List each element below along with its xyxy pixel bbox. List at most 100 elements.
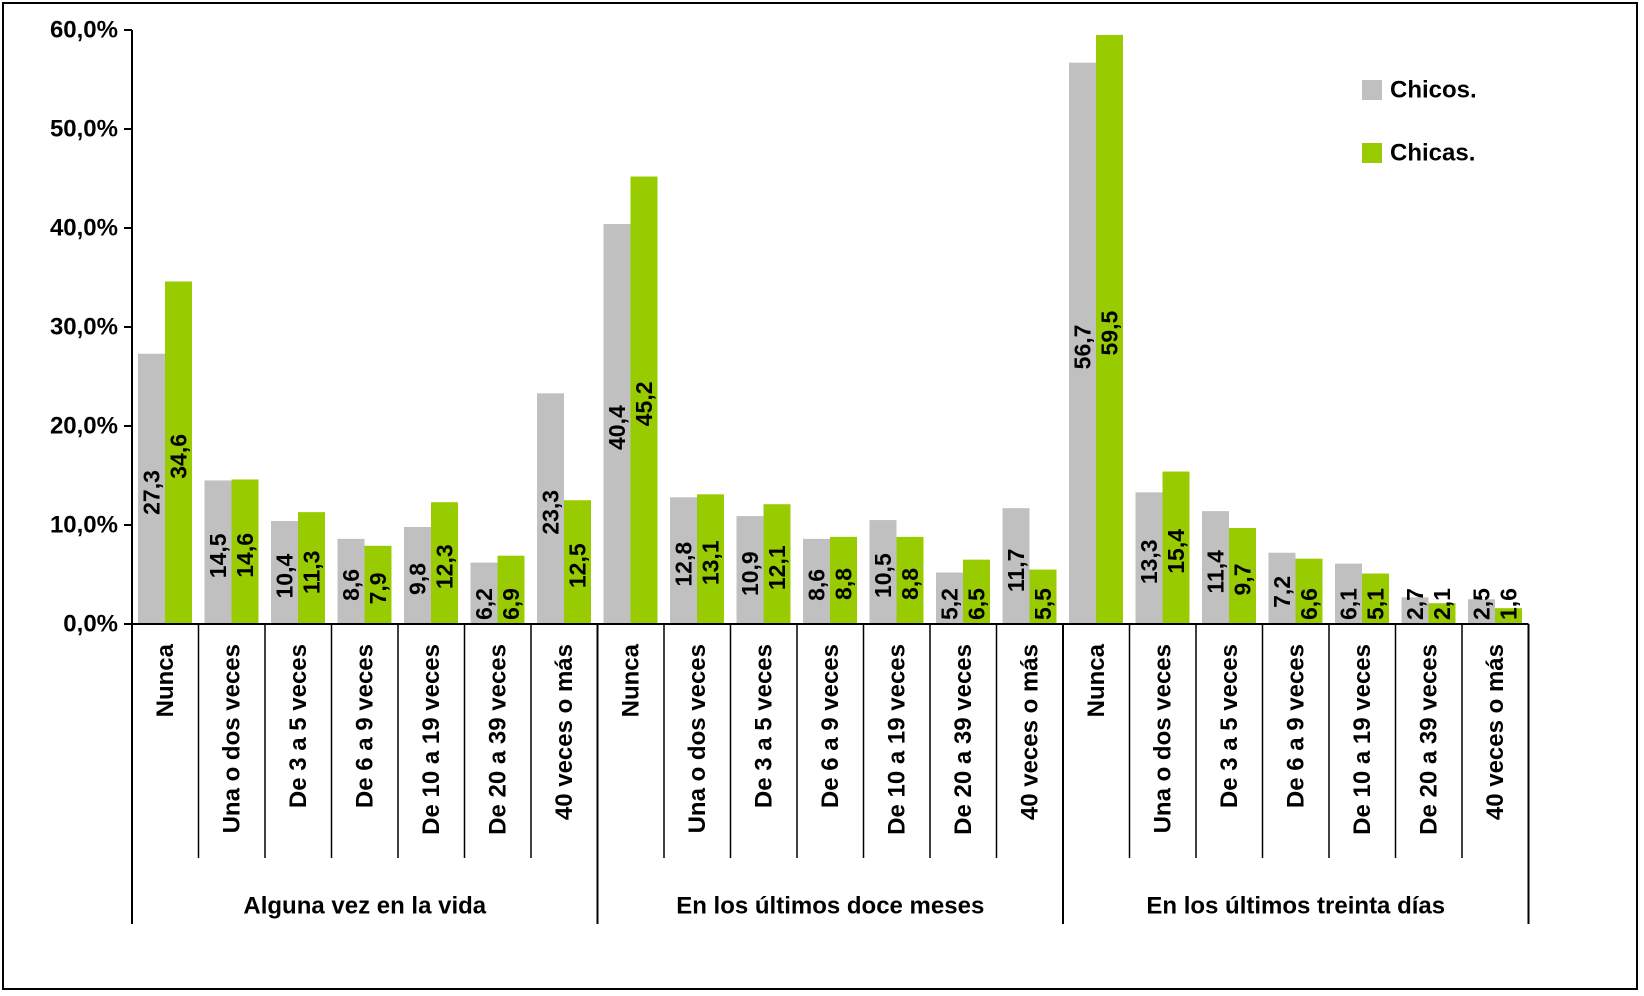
bar-chicos (1002, 508, 1030, 624)
data-label-chicas: 14,6 (232, 533, 258, 578)
category-label: 40 veces o más (551, 644, 578, 820)
data-label-chicas: 6,5 (964, 588, 990, 620)
category-label: De 20 a 39 veces (484, 644, 511, 835)
data-label-chicos: 12,8 (671, 542, 697, 587)
bar-chicos (1069, 62, 1096, 625)
data-label-chicos: 23,3 (538, 490, 564, 535)
data-label-chicas: 5,5 (1030, 588, 1056, 620)
bar-chicos (204, 480, 232, 624)
bar-chicos (470, 562, 498, 624)
data-label-chicas: 15,4 (1163, 529, 1189, 574)
bar-chicas (1229, 527, 1256, 624)
bar-chicos (736, 516, 764, 624)
bar-chicas (231, 479, 259, 624)
category-label: De 10 a 19 veces (418, 644, 445, 835)
data-label-chicos: 10,5 (870, 553, 896, 598)
bar-chicos (1202, 511, 1229, 624)
data-label-chicas: 45,2 (631, 381, 657, 426)
data-label-chicos: 13,3 (1136, 539, 1162, 584)
axis-layer: 0,0% 10,0% 20,0% 30,0% 40,0% 50,0% 60,0% Nunca U… (50, 17, 1530, 924)
bar-chicas (564, 500, 591, 624)
category-label: De 6 a 9 veces (351, 644, 378, 808)
legend-label-chicos: Chicos. (1390, 77, 1477, 104)
bar-chicos (337, 538, 365, 624)
data-label-chicos: 5,2 (937, 588, 963, 620)
category-label: Nunca (152, 643, 179, 717)
data-label-chicos: 11,4 (1203, 550, 1229, 594)
data-label-chicos: 9,8 (405, 563, 431, 595)
data-label-chicas: 8,8 (897, 568, 923, 600)
data-label-chicas: 7,9 (365, 572, 391, 604)
y-tick-label: 10,0% (50, 512, 118, 539)
bar-chicos (1335, 563, 1362, 624)
data-label-chicas: 59,5 (1097, 311, 1123, 356)
data-label-chicas: 13,1 (698, 540, 724, 585)
data-label-chicas: 2,1 (1429, 588, 1455, 620)
data-label-chicos: 14,5 (205, 533, 231, 578)
category-label: Una o dos veces (684, 644, 711, 833)
bar-chicas (1029, 569, 1057, 624)
legend-label-chicas: Chicas. (1390, 140, 1475, 167)
category-label: 40 veces o más (1016, 644, 1043, 820)
data-label-chicos: 10,4 (272, 554, 298, 599)
bar-chicas (1495, 608, 1522, 624)
data-label-chicos: 11,7 (1003, 549, 1029, 593)
bar-chicas (165, 281, 192, 624)
category-label: 40 veces o más (1482, 644, 1509, 820)
bar-chicas (630, 176, 658, 624)
group-label: En los últimos doce meses (676, 893, 984, 920)
bar-chicos (803, 538, 830, 624)
bar-chicas (1096, 34, 1123, 624)
data-label-chicos: 8,6 (338, 569, 364, 601)
bar-chicas (896, 536, 924, 624)
group-label: Alguna vez en la vida (243, 893, 486, 920)
bar-chicos (537, 393, 564, 624)
bar-chicos (271, 521, 298, 624)
data-label-chicos: 6,2 (471, 588, 497, 620)
legend-swatch-chicos (1362, 80, 1382, 100)
bar-chicos (1468, 599, 1495, 624)
bar-chicas (763, 504, 791, 624)
data-label-chicos: 6,1 (1336, 588, 1362, 620)
bar-chicos (670, 497, 697, 624)
category-label: Una o dos veces (218, 644, 245, 833)
bar-chicos (404, 526, 431, 624)
category-label: Nunca (617, 643, 644, 717)
bars-layer (138, 34, 1522, 625)
bar-chicas (1295, 558, 1323, 624)
bar-chicas (1362, 573, 1389, 624)
y-tick-label: 60,0% (50, 17, 118, 44)
category-label: De 6 a 9 veces (817, 644, 844, 808)
bar-chicos (936, 572, 963, 624)
bar-chicas (963, 559, 990, 624)
y-tick-label: 0,0% (63, 611, 118, 638)
data-label-chicas: 9,7 (1230, 564, 1256, 596)
data-label-chicos: 7,2 (1269, 576, 1295, 608)
group-label: En los últimos treinta días (1146, 893, 1445, 920)
data-label-chicas: 6,9 (498, 588, 524, 620)
category-label: De 10 a 19 veces (883, 644, 910, 835)
bar-chicas (364, 545, 392, 624)
bar-chicas (497, 555, 525, 624)
bar-chicas (830, 536, 857, 624)
y-tick-label: 30,0% (50, 314, 118, 341)
data-label-chicos: 8,6 (804, 569, 830, 601)
legend-swatch-chicas (1362, 143, 1382, 163)
bar-chicas (697, 494, 724, 624)
category-label: De 20 a 39 veces (1415, 644, 1442, 835)
bar-chicas (298, 512, 325, 624)
bar-chicas (431, 502, 458, 624)
data-label-chicas: 8,8 (831, 568, 857, 600)
category-label: De 20 a 39 veces (950, 644, 977, 835)
category-label: De 6 a 9 veces (1282, 644, 1309, 808)
data-label-chicas: 11,3 (299, 551, 325, 595)
data-label-chicos: 27,3 (139, 470, 165, 515)
bar-chicos (603, 224, 631, 625)
category-label: De 3 a 5 veces (750, 644, 777, 808)
bar-chicos (1401, 597, 1429, 624)
data-label-chicas: 12,5 (565, 543, 591, 588)
bar-chicas (1428, 603, 1456, 624)
data-label-chicas: 34,6 (166, 434, 192, 479)
data-label-chicos: 10,9 (737, 551, 763, 596)
